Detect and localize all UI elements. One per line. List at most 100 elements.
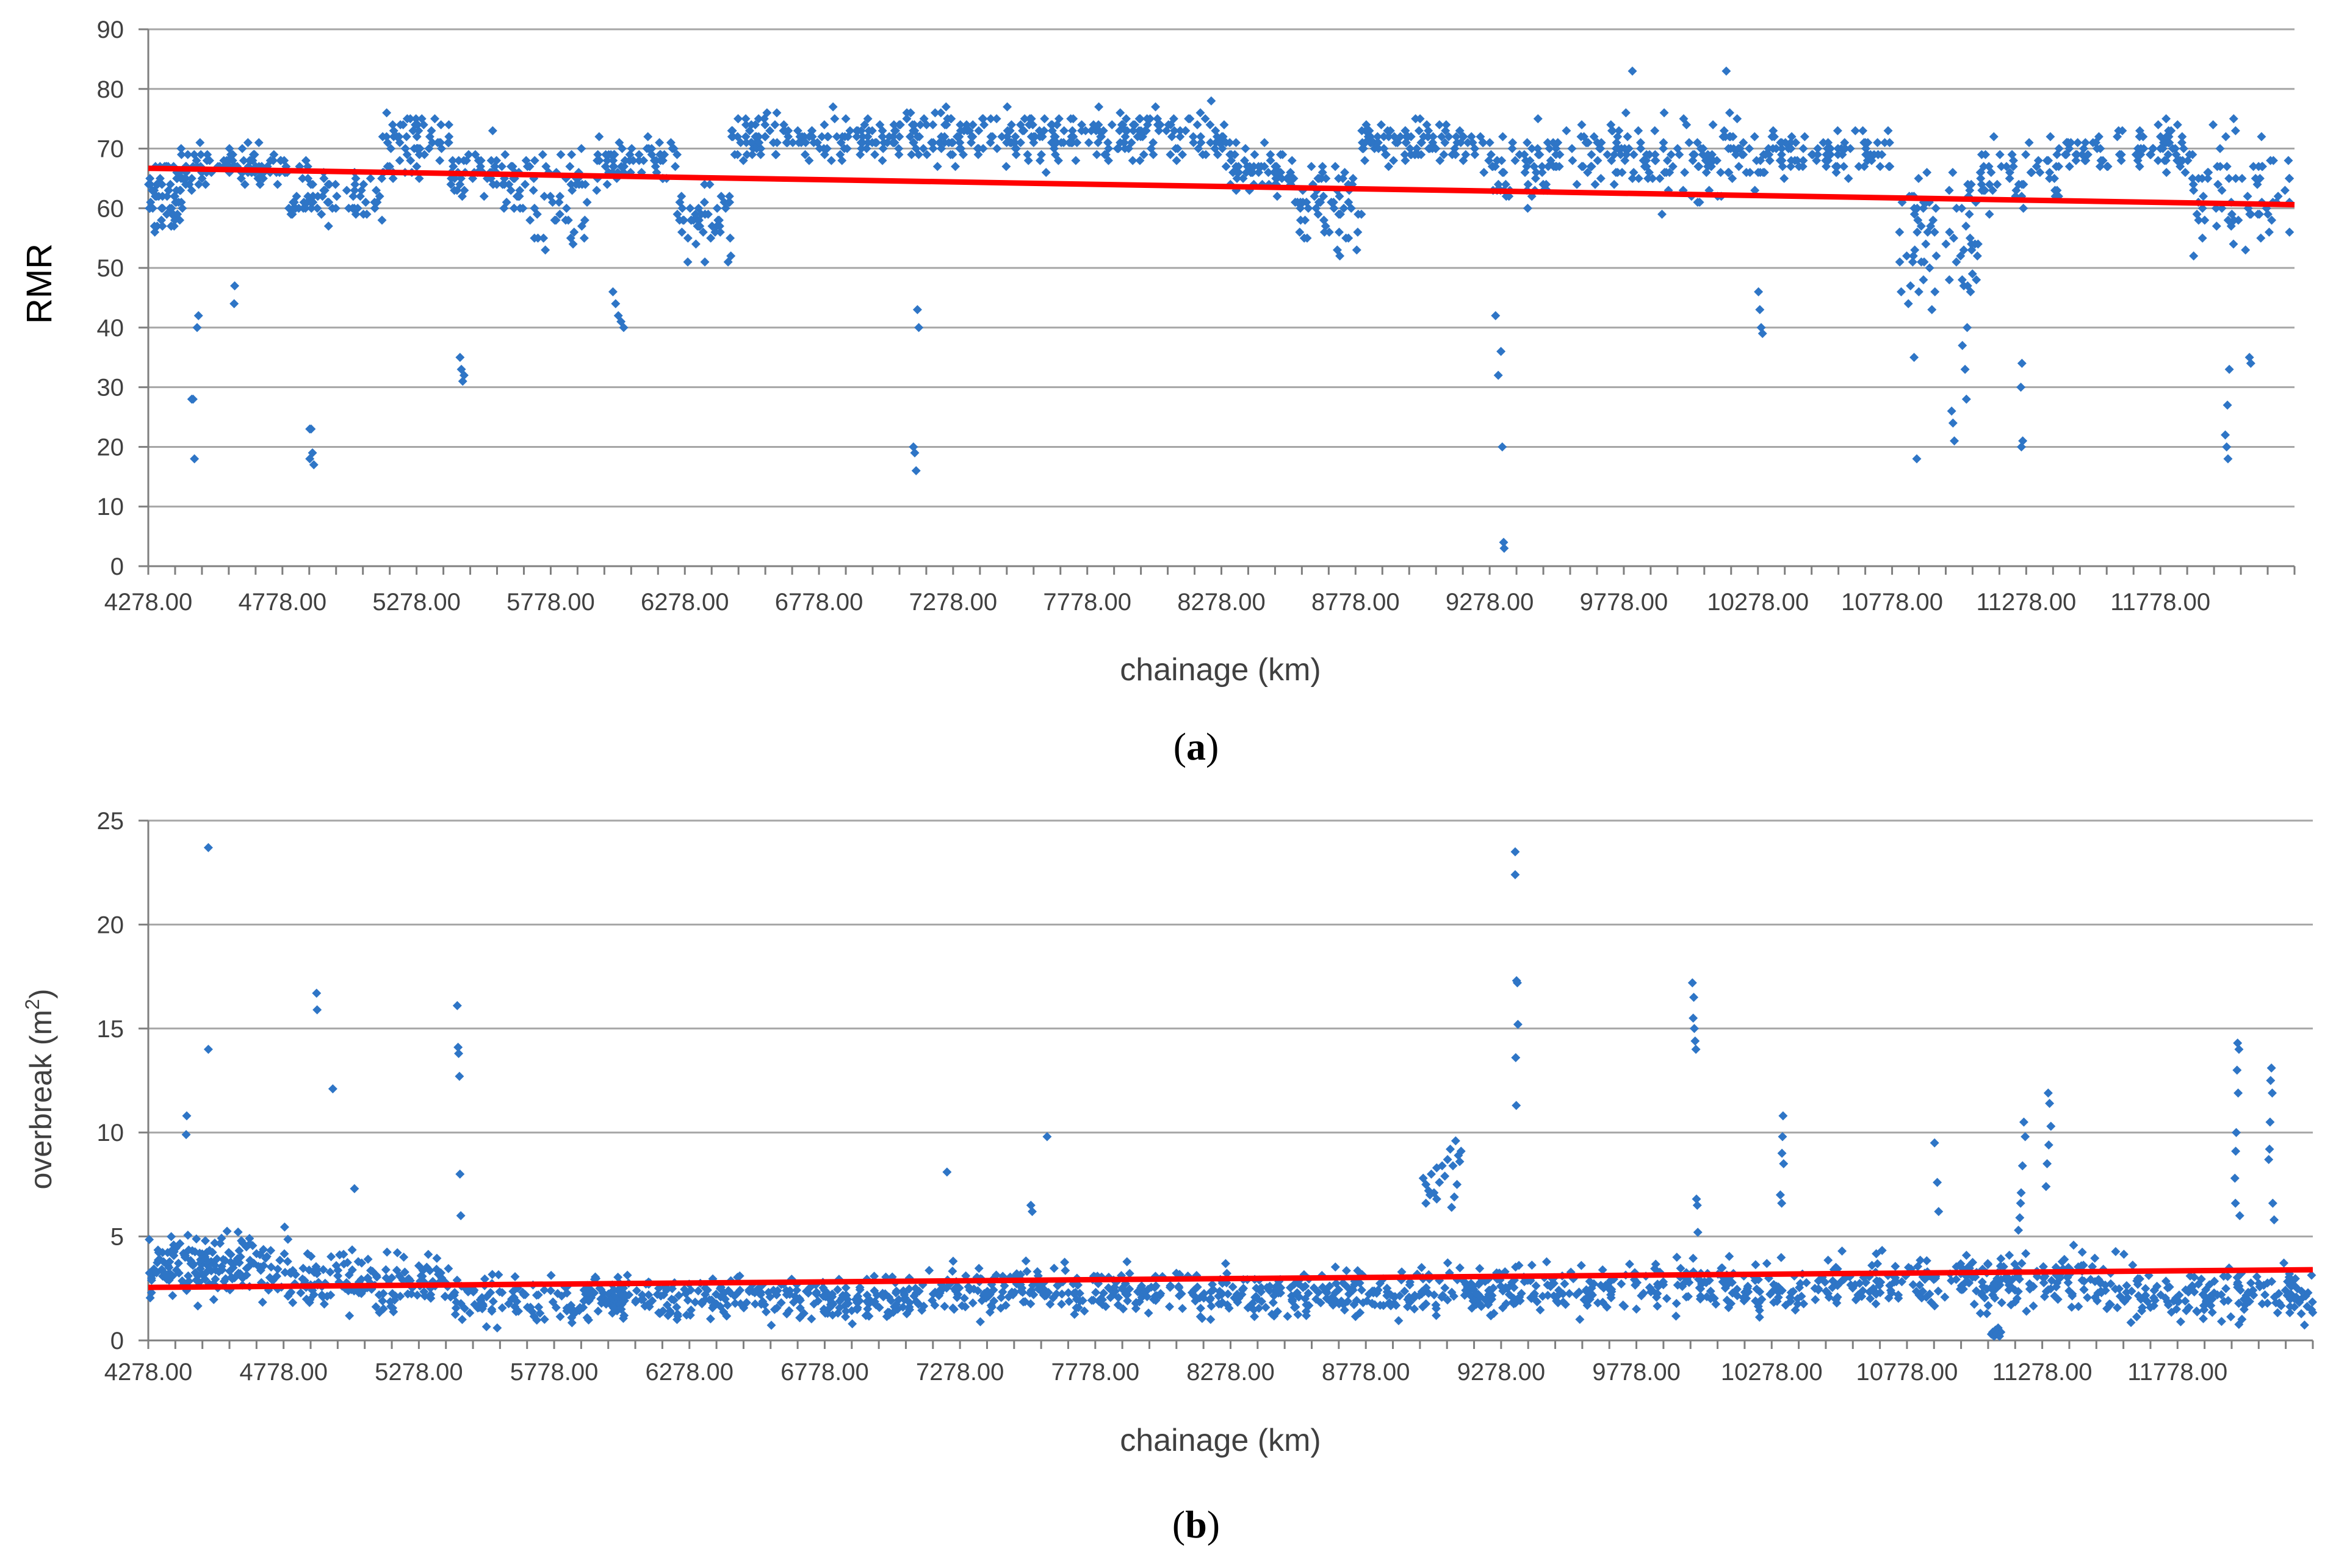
data-point <box>748 149 757 159</box>
data-point <box>515 185 525 195</box>
data-point <box>1752 1284 1762 1294</box>
data-point <box>978 114 988 124</box>
data-point <box>2049 173 2059 183</box>
data-point <box>1948 418 1958 428</box>
data-point <box>863 132 873 142</box>
data-point <box>683 233 693 243</box>
x-tick-label: 10278.00 <box>1707 589 1809 616</box>
data-point <box>331 1261 341 1270</box>
data-point <box>962 120 972 129</box>
data-point <box>1069 1289 1079 1298</box>
data-point <box>1636 144 1646 154</box>
data-point <box>1952 203 1961 213</box>
data-point <box>1977 1277 1987 1287</box>
data-point <box>760 1300 770 1309</box>
data-point <box>928 1295 937 1305</box>
data-point <box>1224 1303 1234 1313</box>
data-point <box>776 1298 786 1307</box>
data-point <box>2043 1088 2053 1098</box>
data-point <box>2051 1282 2061 1292</box>
data-point <box>1911 1287 1921 1296</box>
data-point <box>837 156 847 165</box>
data-point <box>1779 173 1789 183</box>
data-point <box>2136 149 2146 159</box>
data-point <box>1577 120 1587 129</box>
data-point <box>968 120 978 129</box>
data-point <box>756 149 766 159</box>
data-point <box>1106 1293 1116 1303</box>
data-point <box>1028 1207 1037 1217</box>
data-point <box>312 988 322 998</box>
data-point <box>871 1300 881 1310</box>
data-point <box>239 156 248 165</box>
data-point <box>738 156 748 165</box>
data-point <box>2154 120 2163 129</box>
data-point <box>1982 1284 1992 1294</box>
data-point <box>1020 114 1029 124</box>
y-tick-label: 10 <box>97 1120 124 1146</box>
data-point <box>830 114 840 124</box>
data-point <box>937 144 946 154</box>
data-point <box>720 1294 730 1304</box>
x-tick-label: 7778.00 <box>1051 1359 1140 1386</box>
data-point <box>2045 173 2055 183</box>
data-point <box>1391 1301 1401 1311</box>
data-point <box>555 192 565 201</box>
data-point <box>1113 1300 1123 1310</box>
data-point <box>2021 149 2031 159</box>
x-tick-label: 6278.00 <box>641 589 729 616</box>
data-point <box>1206 1315 1216 1325</box>
data-point <box>1671 1311 1681 1321</box>
data-point <box>416 1271 426 1281</box>
data-point <box>399 1252 409 1262</box>
data-point <box>754 138 764 148</box>
data-point <box>1197 1314 1207 1323</box>
data-point <box>403 1289 413 1299</box>
data-point <box>1634 126 1643 135</box>
data-point <box>1011 132 1020 142</box>
data-point <box>886 1296 896 1306</box>
data-point <box>1981 149 1991 159</box>
data-point <box>1405 1298 1415 1307</box>
data-point <box>269 156 278 165</box>
data-point <box>378 1289 388 1298</box>
data-point <box>1415 114 1425 124</box>
data-point <box>1629 149 1638 159</box>
data-point <box>1923 227 1933 237</box>
data-point <box>1049 1264 1059 1273</box>
data-point <box>2062 138 2072 148</box>
data-point <box>1316 198 1325 207</box>
data-point <box>2007 149 2017 159</box>
data-point <box>1016 1286 1026 1296</box>
data-point <box>245 1234 254 1243</box>
data-point <box>2017 1259 2027 1268</box>
x-tick-label: 6278.00 <box>645 1359 734 1386</box>
data-point <box>742 149 752 159</box>
data-point <box>596 1285 606 1295</box>
data-point <box>1498 1286 1508 1296</box>
data-point <box>741 120 751 129</box>
data-point <box>342 185 351 195</box>
data-point <box>708 1300 718 1310</box>
data-point <box>1334 227 1344 237</box>
data-point <box>889 120 899 129</box>
data-point <box>736 138 746 148</box>
data-point <box>1930 227 1939 237</box>
data-point <box>259 1261 269 1270</box>
data-point <box>555 1312 565 1322</box>
data-point <box>2257 1299 2267 1309</box>
data-point <box>1776 1253 1786 1262</box>
data-point <box>382 1247 392 1257</box>
data-point <box>2046 1121 2056 1131</box>
data-point <box>2246 1278 2255 1288</box>
data-point <box>1657 209 1667 219</box>
data-point <box>902 114 912 124</box>
data-point <box>862 1290 872 1300</box>
data-point <box>1414 126 1424 135</box>
data-point <box>2189 185 2199 195</box>
data-point <box>1021 1256 1031 1266</box>
data-point <box>347 1265 357 1275</box>
data-point <box>402 132 411 142</box>
data-point <box>153 1258 162 1268</box>
data-point <box>1428 138 1438 148</box>
